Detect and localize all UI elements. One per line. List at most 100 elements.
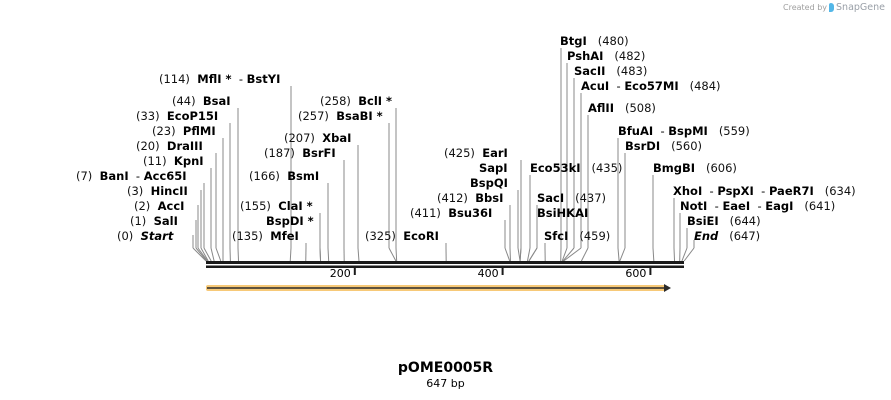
enzyme-label[interactable]: XhoI - PspXI - PaeR7I (634) <box>673 184 856 198</box>
enzyme-label[interactable]: BsiHKAI <box>537 206 588 220</box>
enzyme-name[interactable]: PaeR7I <box>768 184 814 198</box>
enzyme-name[interactable]: EaeI <box>722 199 751 213</box>
enzyme-name[interactable]: AflII <box>588 101 614 115</box>
enzyme-name[interactable]: SalI <box>153 214 178 228</box>
enzyme-name[interactable]: BsaBI * <box>336 109 383 123</box>
enzyme-label[interactable]: SapI <box>479 161 508 175</box>
enzyme-label[interactable]: (155) ClaI * <box>240 199 313 213</box>
ruler-tick-label: 600 <box>625 267 647 280</box>
enzyme-name[interactable]: PshAI <box>567 49 604 63</box>
enzyme-label[interactable]: NotI - EaeI - EagI (641) <box>680 199 835 213</box>
enzyme-name[interactable]: EcoRI <box>403 229 439 243</box>
enzyme-name[interactable]: EarI <box>482 146 508 160</box>
enzyme-name[interactable]: DraIII <box>166 139 203 153</box>
enzyme-name[interactable]: SacI <box>537 191 565 205</box>
enzyme-name[interactable]: BsmI <box>287 169 320 183</box>
enzyme-label[interactable]: BfuAI - BspMI (559) <box>618 124 750 138</box>
snapgene-credit: Created by SnapGene <box>783 2 885 13</box>
enzyme-name[interactable]: BanI <box>99 169 129 183</box>
enzyme-label[interactable]: (207) XbaI <box>284 131 351 145</box>
site-position: (559) <box>718 124 750 138</box>
enzyme-label[interactable]: PshAI (482) <box>567 49 645 63</box>
enzyme-name[interactable]: MflI * <box>197 72 232 86</box>
enzyme-name[interactable]: SapI <box>479 161 508 175</box>
enzyme-label[interactable]: End (647) <box>694 229 760 243</box>
enzyme-label[interactable]: (23) PflMI <box>152 124 216 138</box>
enzyme-name[interactable]: Bsu36I <box>448 206 493 220</box>
enzyme-label[interactable]: (3) HincII <box>127 184 188 198</box>
enzyme-label[interactable]: (1) SalI <box>130 214 178 228</box>
enzyme-name[interactable]: BspMI <box>668 124 708 138</box>
enzyme-label[interactable]: (20) DraIII <box>136 139 203 153</box>
enzyme-name[interactable]: AcuI <box>581 79 610 93</box>
enzyme-name[interactable]: KpnI <box>173 154 204 168</box>
enzyme-label[interactable]: (257) BsaBI * <box>298 109 383 123</box>
enzyme-name[interactable]: NotI <box>680 199 708 213</box>
enzyme-name[interactable]: BclI * <box>358 94 393 108</box>
enzyme-label[interactable]: SfcI (459) <box>544 229 610 243</box>
enzyme-label[interactable]: (411) Bsu36I <box>410 206 492 220</box>
enzyme-label[interactable]: (412) BbsI <box>437 191 503 205</box>
enzyme-label[interactable]: AcuI - Eco57MI (484) <box>581 79 721 93</box>
enzyme-label[interactable]: (0) Start <box>117 229 173 243</box>
enzyme-name[interactable]: BmgBI <box>653 161 696 175</box>
enzyme-label[interactable]: (166) BsmI <box>249 169 319 183</box>
enzyme-name[interactable]: BsiEI <box>687 214 719 228</box>
enzyme-name[interactable]: Acc65I <box>143 169 187 183</box>
enzyme-name[interactable]: Start <box>140 229 174 243</box>
enzyme-label[interactable]: (7) BanI - Acc65I <box>76 169 187 183</box>
enzyme-label[interactable]: (44) BsaI <box>172 94 231 108</box>
enzyme-label[interactable]: (187) BsrFI <box>264 146 336 160</box>
site-position: (0) <box>117 229 134 243</box>
enzyme-name[interactable]: HincII <box>150 184 188 198</box>
enzyme-label[interactable]: BspQI <box>470 176 508 190</box>
enzyme-name[interactable]: End <box>694 229 719 243</box>
enzyme-label[interactable]: (33) EcoP15I <box>136 109 218 123</box>
feature-arrow[interactable] <box>206 284 671 292</box>
enzyme-name[interactable]: BstYI <box>246 72 281 86</box>
enzyme-name[interactable]: SacII <box>574 64 606 78</box>
enzyme-label[interactable]: BsiEI (644) <box>687 214 761 228</box>
enzyme-name[interactable]: PflMI <box>182 124 216 138</box>
enzyme-label[interactable]: AflII (508) <box>588 101 656 115</box>
enzyme-name[interactable]: EagI <box>765 199 794 213</box>
enzyme-name[interactable]: BbsI <box>475 191 504 205</box>
cut-site-line <box>395 247 398 262</box>
enzyme-name[interactable]: BspQI <box>470 176 508 190</box>
enzyme-name[interactable]: BspDI * <box>266 214 314 228</box>
enzyme-label[interactable]: (11) KpnI <box>143 154 204 168</box>
enzyme-name[interactable]: BsrDI <box>625 139 661 153</box>
enzyme-label[interactable]: (325) EcoRI <box>365 229 439 243</box>
enzyme-label[interactable]: BspDI * <box>266 214 314 228</box>
enzyme-label[interactable]: SacI (437) <box>537 191 606 205</box>
site-position: (425) <box>444 146 475 160</box>
site-position: (187) <box>264 146 295 160</box>
enzyme-name[interactable]: BsaI <box>202 94 231 108</box>
enzyme-name[interactable]: AccI <box>157 199 185 213</box>
enzyme-label[interactable]: Eco53kI (435) <box>530 161 622 175</box>
enzyme-name[interactable]: BsrFI <box>302 146 336 160</box>
enzyme-name[interactable]: BfuAI <box>618 124 654 138</box>
enzyme-name[interactable]: ClaI * <box>278 199 313 213</box>
enzyme-label[interactable]: BtgI (480) <box>560 34 629 48</box>
enzyme-name[interactable]: EcoP15I <box>166 109 219 123</box>
enzyme-label[interactable]: BmgBI (606) <box>653 161 737 175</box>
enzyme-name[interactable]: Eco57MI <box>624 79 679 93</box>
enzyme-name[interactable]: BtgI <box>560 34 587 48</box>
enzyme-name[interactable]: PspXI <box>717 184 754 198</box>
enzyme-name[interactable]: SfcI <box>544 229 569 243</box>
enzyme-name[interactable]: XbaI <box>322 131 352 145</box>
enzyme-label[interactable]: (258) BclI * <box>320 94 392 108</box>
enzyme-name[interactable]: XhoI <box>673 184 703 198</box>
enzyme-name[interactable]: BsiHKAI <box>537 206 589 220</box>
enzyme-name[interactable]: Eco53kI <box>530 161 581 175</box>
enzyme-label[interactable]: (425) EarI <box>444 146 508 160</box>
site-position: (11) <box>143 154 167 168</box>
name-separator: - <box>753 184 769 198</box>
enzyme-label[interactable]: BsrDI (560) <box>625 139 702 153</box>
enzyme-label[interactable]: (114) MflI * - BstYI <box>159 72 280 86</box>
enzyme-label[interactable]: (135) MfeI <box>232 229 299 243</box>
enzyme-label[interactable]: SacII (483) <box>574 64 647 78</box>
enzyme-name[interactable]: MfeI <box>270 229 299 243</box>
enzyme-label[interactable]: (2) AccI <box>134 199 184 213</box>
